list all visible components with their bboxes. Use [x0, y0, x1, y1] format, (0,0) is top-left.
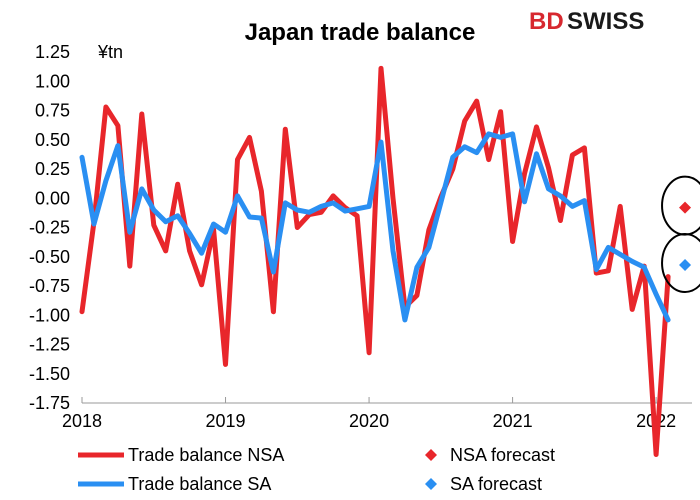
- forecast-marker-sa: [679, 258, 692, 271]
- brand-logo-part2: SWISS: [567, 8, 644, 35]
- y-tick-label: -1.75: [29, 393, 70, 413]
- series-line-nsa: [79, 65, 671, 457]
- legend-item-sa-forecast: SA forecast: [425, 474, 542, 494]
- x-tick-label: 2020: [349, 411, 389, 431]
- y-tick-label: 0.25: [35, 159, 70, 179]
- y-tick-label: 1.25: [35, 42, 70, 62]
- y-axis-unit: ¥tn: [97, 42, 123, 62]
- legend-label-nsa-forecast: NSA forecast: [450, 445, 555, 465]
- forecast-layer: [661, 175, 700, 293]
- y-tick-label: -0.50: [29, 247, 70, 267]
- y-tick-label: 0.75: [35, 101, 70, 121]
- legend-label-nsa: Trade balance NSA: [128, 445, 284, 465]
- legend-label-sa-forecast: SA forecast: [450, 474, 542, 494]
- y-tick-label: -1.50: [29, 364, 70, 384]
- y-tick-label: -0.25: [29, 218, 70, 238]
- forecast-highlight-circle: [661, 232, 700, 293]
- x-tick-label: 2021: [493, 411, 533, 431]
- y-tick-label: -1.25: [29, 335, 70, 355]
- forecast-marker-nsa: [679, 201, 692, 214]
- forecast-highlight-circle: [661, 175, 700, 236]
- legend-label-sa: Trade balance SA: [128, 474, 271, 494]
- y-tick-label: -0.75: [29, 276, 70, 296]
- y-tick-label: 0.00: [35, 188, 70, 208]
- x-tick-label: 2019: [206, 411, 246, 431]
- x-tick-label: 2018: [62, 411, 102, 431]
- y-tick-label: 1.00: [35, 71, 70, 91]
- y-tick-label: -1.00: [29, 305, 70, 325]
- chart-title: Japan trade balance: [245, 19, 476, 46]
- brand-logo-part1: BD: [529, 8, 564, 35]
- y-axis-ticks: 1.25 1.00 0.75 0.50 0.25 0.00 -0.25 -0.50 -0.75 -…: [29, 42, 70, 413]
- legend-marker-nsa-forecast: [425, 449, 437, 461]
- legend: Trade balance NSA Trade balance SA NSA f…: [78, 445, 555, 494]
- series-layer: [79, 65, 671, 457]
- legend-marker-sa-forecast: [425, 478, 437, 490]
- legend-item-nsa-forecast: NSA forecast: [425, 445, 555, 465]
- y-tick-label: 0.50: [35, 130, 70, 150]
- x-axis: 2018 2019 2020 2021 2022: [62, 397, 692, 431]
- brand-logo: BD SWISS: [529, 8, 644, 35]
- legend-item-nsa: Trade balance NSA: [78, 445, 284, 465]
- series-line-sa: [79, 131, 671, 323]
- legend-item-sa: Trade balance SA: [78, 474, 271, 494]
